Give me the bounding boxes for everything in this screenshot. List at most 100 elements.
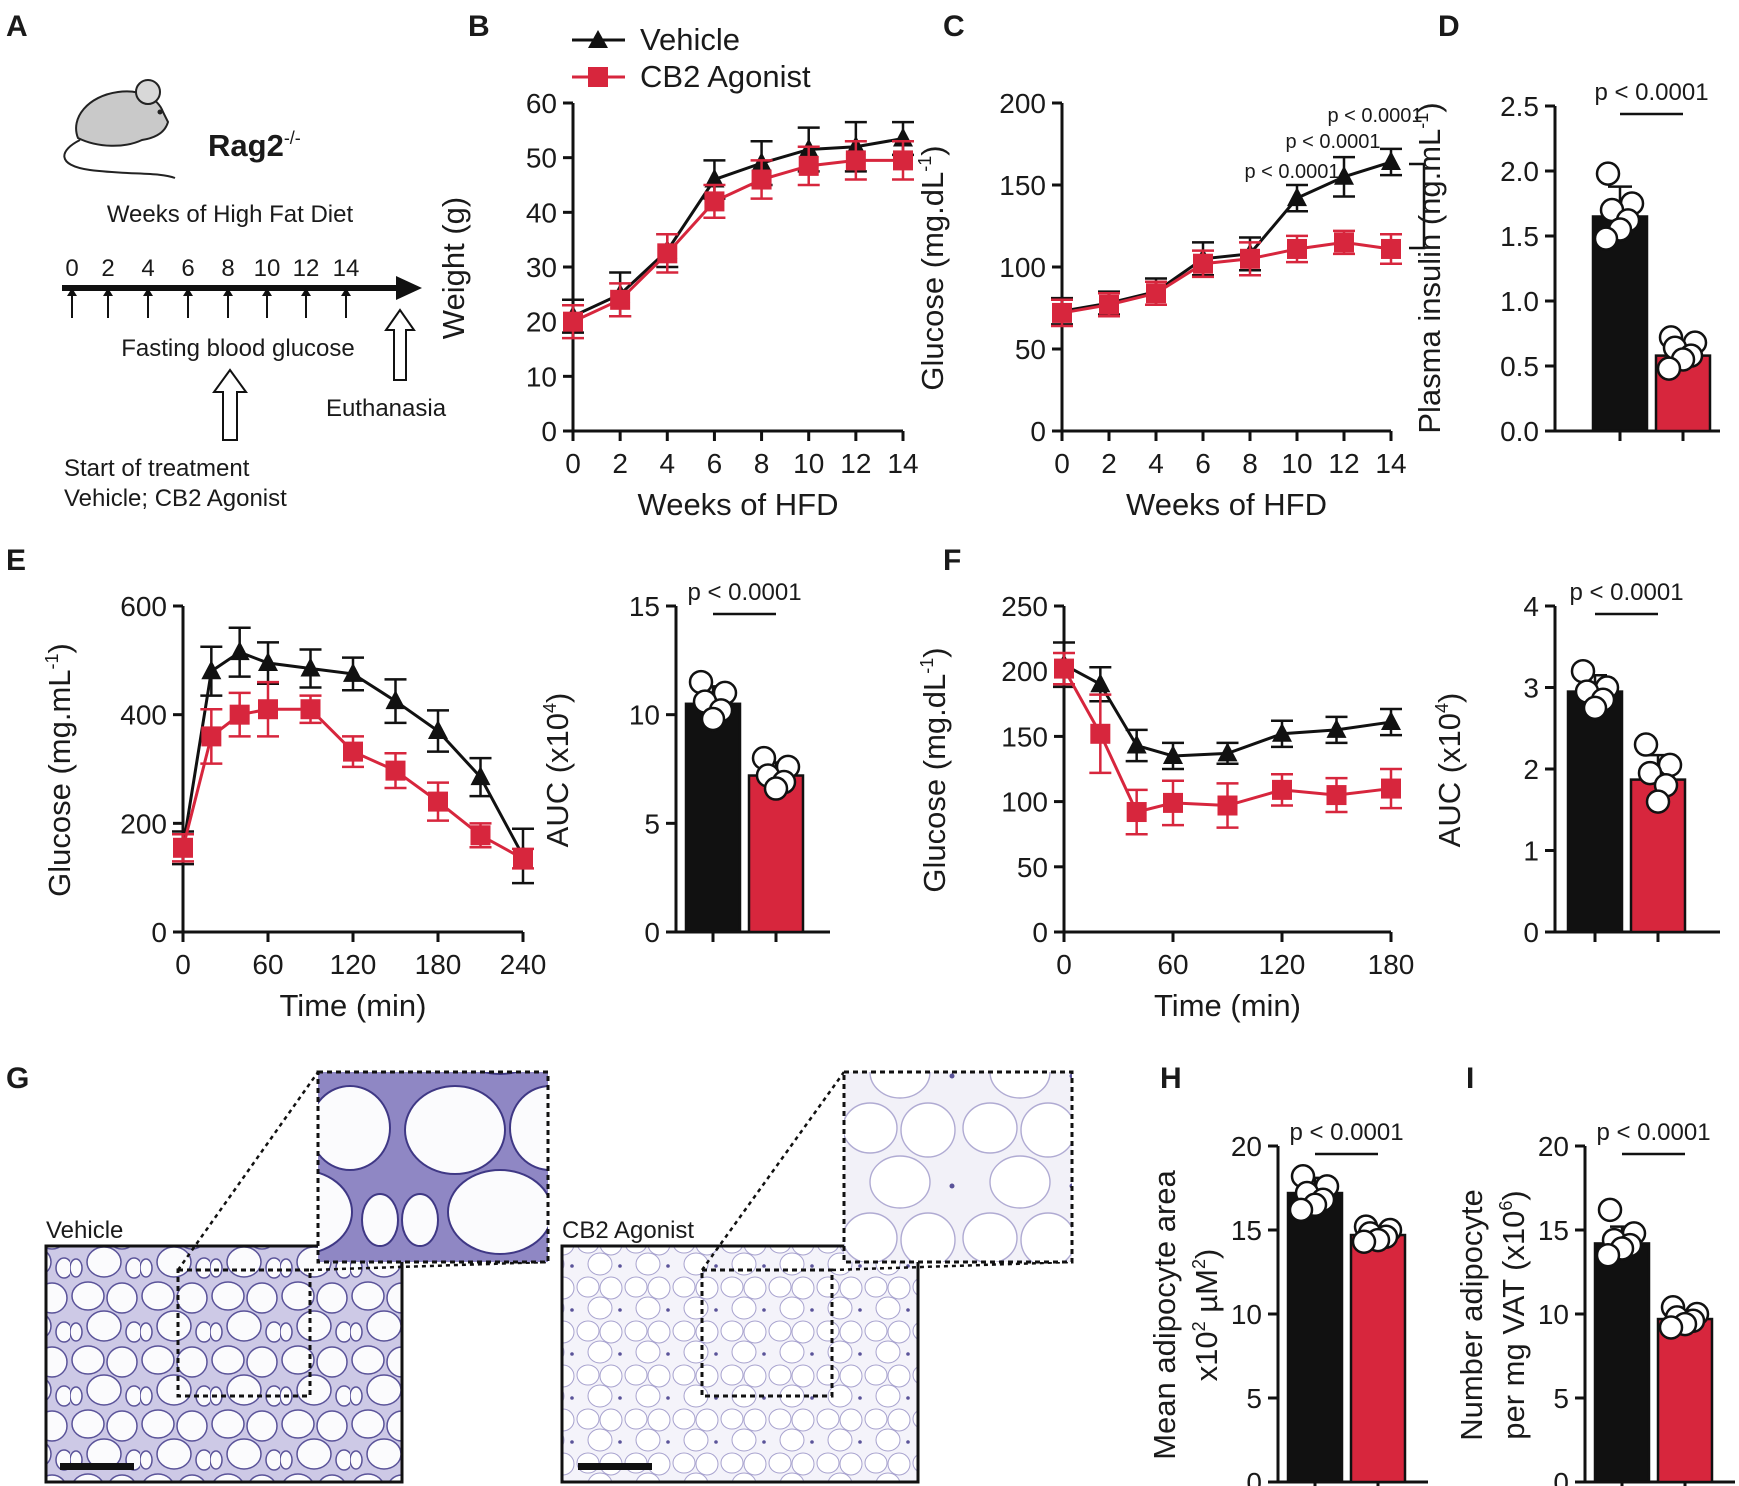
- data-point-vehicle: [385, 690, 406, 710]
- y-tick-label: 50: [1017, 852, 1048, 883]
- y-tick-label: 50: [526, 143, 557, 174]
- data-point-agonist: [513, 848, 533, 869]
- data-point: [1658, 1315, 1684, 1340]
- x-tick-label: 0: [1056, 949, 1072, 980]
- data-point-agonist: [1146, 283, 1166, 304]
- series-line: [572, 137, 904, 318]
- y-tick-label: 15: [1538, 1215, 1569, 1246]
- data-point: [1351, 1229, 1377, 1255]
- data-point-agonist: [1052, 302, 1072, 323]
- agonist-zoom-connector: [700, 1071, 846, 1271]
- data-point-agonist: [470, 825, 491, 846]
- x-tick-label: 180: [1368, 949, 1415, 980]
- y-tick-label: 0: [1246, 1467, 1262, 1486]
- series-line: [181, 707, 524, 860]
- y-tick-label: 100: [999, 252, 1046, 283]
- data-point-agonist: [1163, 792, 1183, 813]
- data-point: [1656, 356, 1682, 381]
- data-point-agonist: [1381, 778, 1401, 799]
- x-tick-label: 2: [1101, 448, 1117, 479]
- y-axis-label: Glucose (mg.mL-1): [42, 643, 77, 897]
- timeline-week-label: 4: [141, 255, 154, 282]
- data-point: [1645, 789, 1671, 814]
- data-point-vehicle: [1126, 734, 1147, 754]
- panel-label-g: G: [6, 1062, 29, 1095]
- y-tick-label: 10: [526, 361, 557, 392]
- timeline-arrowhead-small: [183, 288, 193, 296]
- strain-name: Rag2-/-: [208, 128, 301, 163]
- data-point-vehicle: [428, 719, 448, 739]
- agonist-zoom-connector: [831, 1260, 1073, 1272]
- y-tick-label: 20: [1231, 1131, 1262, 1162]
- y-tick-label: 10: [1231, 1299, 1262, 1330]
- data-point: [1570, 658, 1596, 684]
- x-tick-label: 14: [1375, 448, 1406, 479]
- legend-vehicle-marker: [588, 30, 608, 48]
- series-vehicle: [1053, 641, 1402, 771]
- agonist-scale-bar: [578, 1463, 652, 1470]
- y-tick-label: 10: [629, 700, 660, 731]
- p-value-annotation: p < 0.0001: [1285, 131, 1380, 153]
- series-agonist: [1051, 229, 1402, 328]
- data-point-vehicle: [470, 766, 491, 786]
- data-point-agonist: [1326, 785, 1347, 806]
- data-point-agonist: [563, 311, 583, 332]
- legend-agonist-marker: [588, 67, 608, 87]
- timeline-title: Weeks of High Fat Diet: [107, 201, 354, 228]
- data-point-agonist: [428, 791, 448, 812]
- y-tick-label: 50: [1015, 334, 1046, 365]
- data-point-agonist: [798, 155, 819, 176]
- chart-e2: 0 5 10 15 AUC (x104) p < 0.0001: [540, 579, 830, 948]
- treatment-start-arrow: [212, 368, 248, 441]
- data-point-agonist: [1054, 658, 1074, 679]
- x-tick-label: 6: [1195, 448, 1211, 479]
- x-axis-label: Weeks of HFD: [1126, 487, 1327, 522]
- p-value-annotation: p < 0.0001: [1244, 161, 1339, 183]
- panel-a: A Rag2-/- Weeks of High Fat Diet 0 2 4 6 8 10…: [6, 10, 447, 512]
- x-tick-label: 10: [1281, 448, 1312, 479]
- fasting-label: Fasting blood glucose: [121, 335, 354, 362]
- data-point-vehicle: [1217, 742, 1238, 762]
- p-value-annotation: p < 0.0001: [687, 579, 801, 606]
- data-point-vehicle: [1381, 711, 1401, 731]
- x-tick-label: 60: [252, 949, 283, 980]
- panel-label-e: E: [6, 544, 26, 577]
- vehicle-zoom-image: [316, 1070, 550, 1264]
- y-tick-label: 0: [541, 416, 557, 447]
- timeline-arrowhead-small: [67, 288, 77, 296]
- x-tick-label: 10: [793, 448, 824, 479]
- data-point-agonist: [657, 243, 678, 264]
- p-value-annotation: p < 0.0001: [1289, 1119, 1403, 1146]
- series-agonist: [1053, 651, 1402, 836]
- x-axis-label: Weeks of HFD: [638, 487, 839, 522]
- y-tick-label: 2: [1523, 754, 1539, 785]
- data-point-agonist: [343, 741, 363, 762]
- data-point: [1633, 732, 1659, 757]
- data-point-vehicle: [343, 662, 363, 682]
- data-point-agonist: [1287, 238, 1307, 259]
- legend-agonist-label: CB2 Agonist: [640, 59, 811, 94]
- panel-label-a: A: [6, 10, 28, 43]
- y-tick-label: 1.5: [1500, 221, 1539, 252]
- y-tick-label: 200: [999, 88, 1046, 119]
- y-tick-label: 60: [526, 88, 557, 119]
- data-point-agonist: [893, 150, 913, 171]
- data-point-vehicle: [1163, 744, 1183, 764]
- timeline-week-label: 8: [221, 255, 234, 282]
- y-tick-label: 0: [1553, 1467, 1569, 1486]
- panel-label-h: H: [1160, 1062, 1182, 1095]
- y-tick-label: 250: [1001, 591, 1048, 622]
- timeline-arrowhead: [396, 276, 422, 300]
- p-value-annotation: p < 0.0001: [1569, 579, 1683, 606]
- x-axis-label: Time (min): [280, 988, 427, 1023]
- data-point-agonist: [201, 726, 222, 747]
- chart-f1: F 0 50 100 150 200 250 Glucose (mg.dL-1) 0 60 120 1…: [917, 544, 1414, 1023]
- data-point: [1582, 695, 1608, 721]
- legend: Vehicle CB2 Agonist: [572, 22, 811, 94]
- agonist-image-label: CB2 Agonist: [562, 1217, 694, 1244]
- data-point-agonist: [1099, 294, 1119, 315]
- chart-e1: E 0 200 400 600 Glucose (mg.mL-1) 0 60 120 180 240…: [6, 544, 546, 1023]
- vehicle-zoom-connector: [176, 1071, 320, 1271]
- x-tick-label: 8: [1242, 448, 1258, 479]
